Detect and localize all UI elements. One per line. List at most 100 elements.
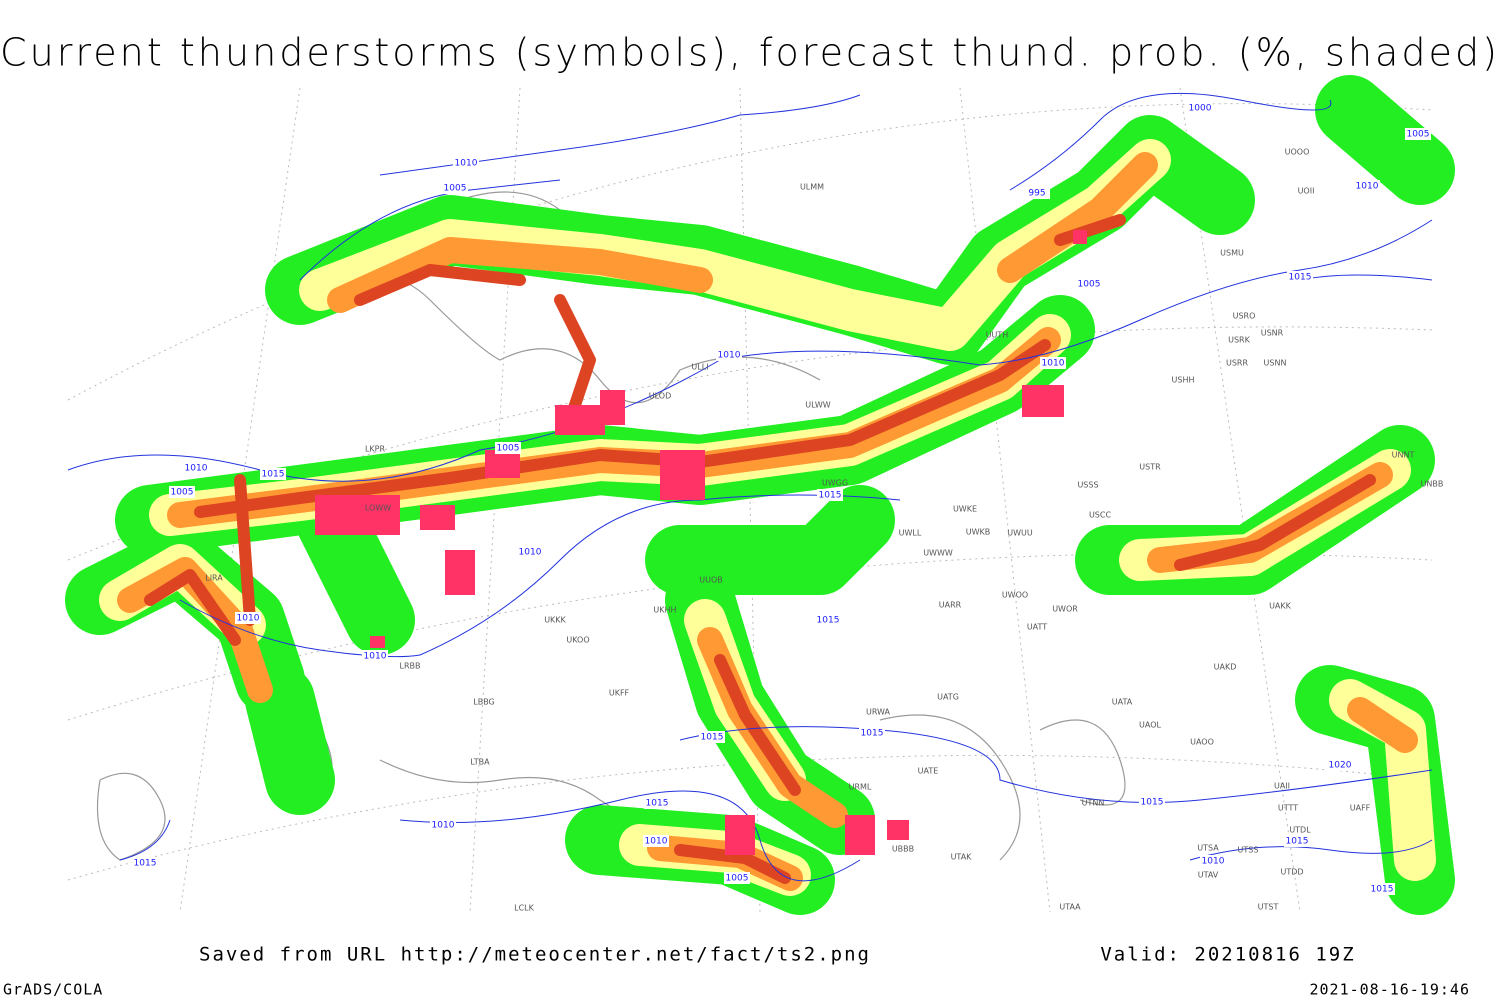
station-label: UNNT <box>1392 451 1415 460</box>
isobar-label: 1015 <box>1286 837 1309 847</box>
isobar-label-box <box>699 731 725 743</box>
station-label: UTNN <box>1082 799 1105 808</box>
isobar-label-box <box>643 835 669 847</box>
station-label: ULWW <box>805 401 830 410</box>
isobar-label-box <box>859 727 885 739</box>
isobar-label-box <box>815 614 841 626</box>
station-label: UWGG <box>822 479 848 488</box>
station-label: USMU <box>1220 249 1244 258</box>
isobar-label: 1000 <box>1189 104 1212 114</box>
isobar-label: 1005 <box>171 488 194 498</box>
isobar-label-box <box>430 819 456 831</box>
isobar-label-box <box>235 612 261 624</box>
software: GrADS/COLA <box>3 981 103 999</box>
station-label: UWOO <box>1002 591 1028 600</box>
station-label: USRR <box>1226 359 1248 368</box>
isobar-label: 1015 <box>819 491 842 501</box>
station-label: UKFF <box>609 689 630 698</box>
isobar-label-box <box>362 650 388 662</box>
isobar-label-box <box>1040 357 1066 369</box>
isobar-label-box <box>453 157 479 169</box>
station-label: UATG <box>937 693 959 702</box>
station-label: UOOO <box>1285 148 1310 157</box>
map-title: Current thunderstorms (symbols), forecas… <box>0 31 1500 75</box>
isobar-label: 1015 <box>701 733 724 743</box>
station-label: URML <box>849 783 872 792</box>
source-url: Saved from URL http://meteocenter.net/fa… <box>199 944 871 966</box>
isobar-label: 1010 <box>432 821 455 831</box>
station-label: UATE <box>918 767 939 776</box>
isobar-label-box <box>1139 796 1165 808</box>
station-label: URWA <box>866 708 891 717</box>
station-label: UUTH <box>986 331 1009 340</box>
isobar-label: 995 <box>1028 189 1045 199</box>
isobar-label-box <box>1327 759 1353 771</box>
station-label: UKKK <box>544 616 566 625</box>
isobar-label-box <box>517 546 543 558</box>
isobar-label-box <box>1369 883 1395 895</box>
station-label: UTAA <box>1059 903 1081 912</box>
isobar-label: 1010 <box>645 837 668 847</box>
station-label: UTAK <box>951 853 973 862</box>
isobar-label: 1005 <box>1078 280 1101 290</box>
isobar-label: 1010 <box>718 351 741 361</box>
isobar-label-box <box>1200 855 1226 867</box>
station-label: UTTT <box>1278 804 1298 813</box>
isobar-label-box <box>1405 128 1431 140</box>
storm-symbols <box>315 230 1087 855</box>
station-label: UKOO <box>566 636 589 645</box>
station-label: UTDD <box>1280 868 1303 877</box>
isobar-label: 1005 <box>1407 130 1430 140</box>
isobar-label: 1010 <box>185 464 208 474</box>
station-label: UWKB <box>966 528 991 537</box>
timestamp: 2021-08-16-19:46 <box>1310 981 1471 999</box>
isobar-label-box <box>1076 278 1102 290</box>
station-label: UAFF <box>1350 804 1371 813</box>
isobar-label-box <box>1287 271 1313 283</box>
isobar-label: 1015 <box>1289 273 1312 283</box>
station-label: UAKK <box>1269 602 1292 611</box>
station-label: UTSA <box>1197 844 1219 853</box>
isobar-label-box <box>183 462 209 474</box>
station-label: LKPR <box>365 445 386 454</box>
station-label: LRBB <box>400 662 421 671</box>
isobar-label: 1015 <box>817 616 840 626</box>
station-label: USSS <box>1077 481 1098 490</box>
station-label: USTR <box>1139 463 1161 472</box>
isobar-label-box <box>1024 187 1050 199</box>
station-label: USCC <box>1089 511 1112 520</box>
station-label: USRK <box>1228 336 1250 345</box>
station-label: UOII <box>1298 187 1315 196</box>
station-label: USNN <box>1264 359 1287 368</box>
isobar-label: 1015 <box>1141 798 1164 808</box>
isobar-label: 1010 <box>364 652 387 662</box>
isobar-label-box <box>1284 835 1310 847</box>
isobar-label: 1010 <box>1356 182 1379 192</box>
isobar-label-box <box>495 442 521 454</box>
station-label: ULMM <box>800 183 824 192</box>
isobar-label-box <box>1354 180 1380 192</box>
isobar-label-box <box>260 468 286 480</box>
valid-time: Valid: 20210816 19Z <box>1100 944 1355 966</box>
station-label: LBBG <box>473 698 495 707</box>
isobar-label: 1015 <box>134 859 157 869</box>
map-labels: ULMM UOOO UOII USMU ULLI ULOD ULWW USRO USRK USNR… <box>132 102 1443 913</box>
station-label: USHH <box>1172 376 1195 385</box>
station-label: UTST <box>1258 903 1279 912</box>
station-label: UWOR <box>1052 605 1078 614</box>
isobar-label: 1005 <box>726 874 749 884</box>
station-label: LTBA <box>470 758 490 767</box>
station-label: UBBB <box>892 845 914 854</box>
isobar-label: 1015 <box>262 470 285 480</box>
station-label: LIRA <box>205 574 223 583</box>
isobar-label: 1010 <box>1042 359 1065 369</box>
station-label: UAII <box>1274 782 1290 791</box>
isobar-label: 1005 <box>497 444 520 454</box>
isobar-label-box <box>724 872 750 884</box>
isobar-label-box <box>132 857 158 869</box>
station-label: UATA <box>1112 698 1133 707</box>
isobar-label-box <box>817 489 843 501</box>
isobar-label-box <box>1187 102 1213 114</box>
isobar-label: 1020 <box>1329 761 1352 771</box>
